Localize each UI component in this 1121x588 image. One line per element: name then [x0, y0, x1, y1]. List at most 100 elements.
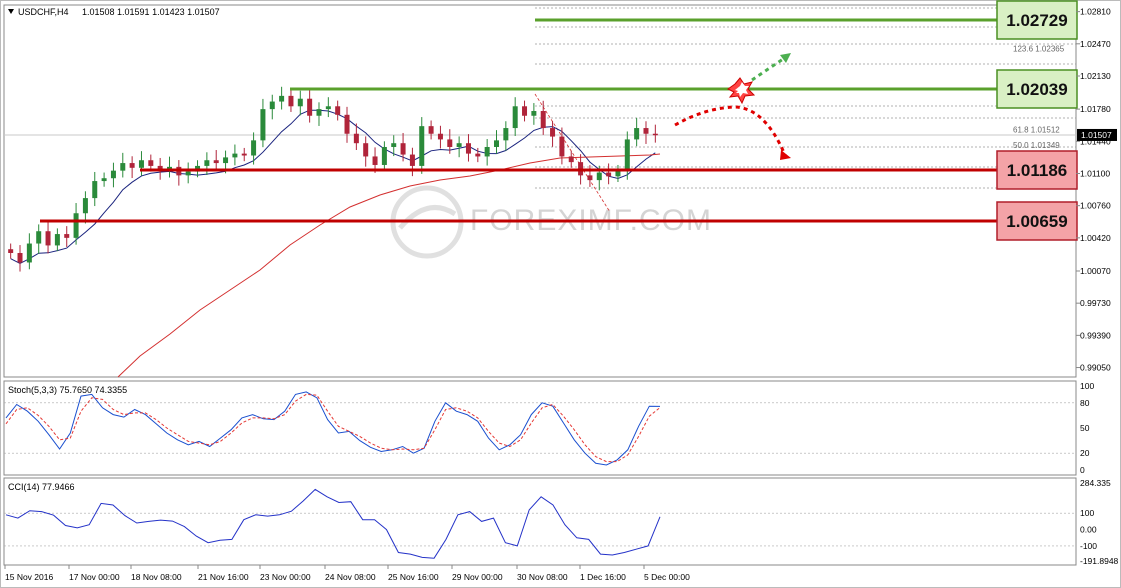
candle-body: [8, 249, 14, 253]
bearish-arrow-head: [780, 150, 791, 160]
price-tick-label: 1.00760: [1080, 201, 1111, 211]
level-box: [996, 69, 1078, 109]
candle-body: [73, 213, 79, 238]
candle-body: [437, 133, 443, 140]
cci-panel: [3, 477, 1077, 566]
cci-tick-label: 100: [1080, 508, 1094, 518]
level-label: 1.01186: [1007, 161, 1068, 180]
level-box: [996, 150, 1078, 190]
price-tick-label: 1.02470: [1080, 39, 1111, 49]
candles-layer: [8, 86, 658, 272]
candle-body: [363, 143, 369, 157]
candle-body: [17, 253, 23, 263]
ohlc-label: 1.01508 1.01591 1.01423 1.01507: [82, 7, 220, 17]
candle-body: [503, 128, 509, 141]
stoch-signal-line: [5, 393, 661, 463]
cci-title: CCI(14) 77.9466: [8, 482, 75, 492]
candle-body: [148, 160, 154, 166]
cci-tick-label: -100: [1080, 541, 1097, 551]
price-panel: [3, 4, 1077, 378]
cci-tick-label: 0.00: [1080, 525, 1097, 535]
candle-body: [568, 156, 574, 163]
candle-body: [475, 153, 481, 157]
candle-body: [400, 143, 406, 155]
stoch-panel: [3, 380, 1077, 476]
time-tick-label: 23 Nov 00:00: [260, 572, 311, 582]
candle-body: [157, 165, 163, 171]
level-label: 1.02039: [1006, 80, 1067, 99]
candle-body: [596, 172, 602, 181]
candle-body: [307, 98, 313, 116]
time-tick-label: 1 Dec 16:00: [580, 572, 626, 582]
candle-body: [288, 95, 294, 107]
stoch-tick-label: 0: [1080, 465, 1085, 475]
fib-label: 61.8 1.01512: [1013, 125, 1060, 134]
bullish-arrow-head: [780, 53, 791, 63]
candle-body: [652, 133, 658, 136]
candle-body: [26, 243, 32, 263]
candle-body: [45, 231, 51, 246]
candle-body: [531, 111, 537, 116]
moving-average-layer: [10, 109, 661, 378]
time-tick-label: 24 Nov 08:00: [325, 572, 376, 582]
candle-body: [54, 234, 60, 246]
candle-body: [279, 95, 285, 102]
price-tick-label: 1.02810: [1080, 7, 1111, 17]
candle-body: [512, 106, 518, 129]
level-box: [996, 201, 1078, 241]
time-tick-label: 15 Nov 2016: [5, 572, 53, 582]
candle-body: [223, 157, 229, 164]
fibonacci-layer: 123.6 1.02365 61.8 1.01512 50.0 1.01349: [534, 7, 1076, 213]
level-label: 1.02729: [1006, 11, 1067, 30]
stoch-title: Stoch(5,3,3) 75.7650 74.3355: [8, 385, 127, 395]
time-tick-label: 18 Nov 08:00: [131, 572, 182, 582]
cci-layer: [4, 488, 1076, 559]
price-tick-label: 1.02130: [1080, 71, 1111, 81]
stoch-tick-label: 50: [1080, 423, 1090, 433]
bullish-arrow-path: [751, 55, 787, 82]
price-tick-label: 1.00070: [1080, 266, 1111, 276]
fib-label: 50.0 1.01349: [1013, 141, 1060, 150]
candle-body: [419, 126, 425, 166]
fib-trend-line: [534, 93, 611, 213]
candle-body: [316, 109, 322, 116]
dropdown-triangle-icon[interactable]: [8, 9, 14, 14]
fast-moving-average: [10, 109, 656, 264]
candle-body: [251, 140, 257, 156]
candle-body: [185, 171, 191, 176]
candle-body: [110, 170, 116, 179]
candle-body: [372, 156, 378, 165]
price-tick-label: 1.00420: [1080, 233, 1111, 243]
stoch-tick-label: 80: [1080, 398, 1090, 408]
time-tick-label: 30 Nov 08:00: [517, 572, 568, 582]
candle-body: [559, 136, 565, 157]
candle-body: [232, 153, 238, 158]
time-tick-label: 21 Nov 16:00: [198, 572, 249, 582]
time-tick-label: 25 Nov 16:00: [388, 572, 439, 582]
candle-body: [391, 143, 397, 147]
candle-body: [325, 106, 331, 110]
candle-body: [587, 175, 593, 181]
candle-body: [344, 114, 350, 134]
candle-body: [64, 234, 70, 238]
candle-body: [494, 140, 499, 147]
stoch-tick-label: 100: [1080, 381, 1094, 391]
candle-body: [624, 139, 630, 171]
stoch-tick-label: 20: [1080, 448, 1090, 458]
price-tick-label: 1.01440: [1080, 136, 1111, 146]
time-tick-label: 17 Nov 00:00: [69, 572, 120, 582]
price-tick-label: 0.99730: [1080, 298, 1111, 308]
candle-body: [92, 181, 98, 199]
symbol-label: USDCHF,H4: [18, 7, 69, 17]
candle-body: [353, 133, 359, 144]
candle-body: [381, 146, 387, 165]
candle-body: [129, 163, 135, 168]
candle-body: [428, 126, 434, 134]
candle-body: [101, 178, 107, 182]
candle-body: [120, 163, 126, 171]
candle-body: [643, 128, 649, 134]
candle-body: [484, 146, 490, 157]
candle-body: [297, 98, 303, 107]
projection-arrows: [674, 53, 791, 160]
